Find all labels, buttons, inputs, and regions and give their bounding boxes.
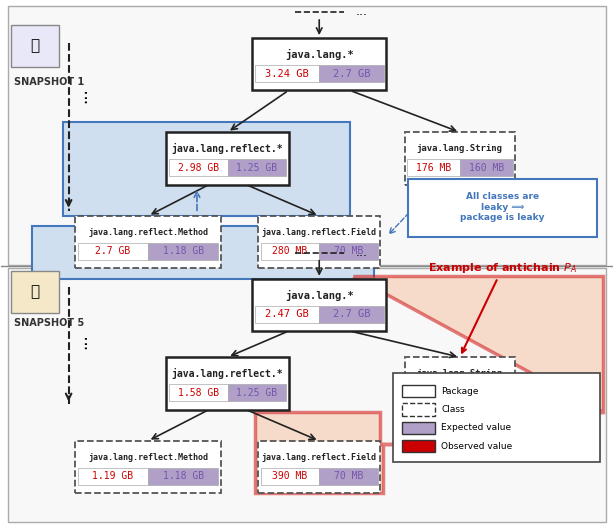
FancyBboxPatch shape bbox=[402, 385, 435, 398]
Text: 1.25 GB: 1.25 GB bbox=[236, 388, 278, 398]
FancyBboxPatch shape bbox=[166, 357, 289, 410]
FancyBboxPatch shape bbox=[402, 421, 435, 434]
FancyBboxPatch shape bbox=[402, 403, 435, 416]
FancyBboxPatch shape bbox=[405, 357, 515, 410]
Text: ...: ... bbox=[356, 5, 368, 18]
FancyBboxPatch shape bbox=[7, 6, 607, 265]
FancyBboxPatch shape bbox=[228, 159, 286, 176]
FancyBboxPatch shape bbox=[75, 216, 222, 268]
FancyBboxPatch shape bbox=[407, 385, 460, 401]
Text: 70 MB: 70 MB bbox=[334, 471, 363, 481]
Text: ...: ... bbox=[356, 246, 368, 259]
FancyBboxPatch shape bbox=[255, 306, 319, 322]
Text: 2.98 GB: 2.98 GB bbox=[177, 163, 219, 173]
FancyBboxPatch shape bbox=[10, 271, 60, 312]
FancyBboxPatch shape bbox=[319, 65, 384, 82]
FancyBboxPatch shape bbox=[258, 441, 380, 493]
FancyBboxPatch shape bbox=[319, 243, 378, 260]
FancyBboxPatch shape bbox=[252, 38, 386, 90]
FancyBboxPatch shape bbox=[148, 243, 219, 260]
Text: 1.58 GB: 1.58 GB bbox=[177, 388, 219, 398]
Text: java.lang.*: java.lang.* bbox=[285, 49, 354, 60]
FancyBboxPatch shape bbox=[460, 159, 513, 176]
Text: java.lang.String: java.lang.String bbox=[417, 145, 503, 154]
Text: java.lang.*: java.lang.* bbox=[285, 290, 354, 301]
Text: java.lang.reflect.Field: java.lang.reflect.Field bbox=[262, 453, 377, 462]
FancyBboxPatch shape bbox=[228, 385, 286, 401]
Text: java.lang.reflect.*: java.lang.reflect.* bbox=[172, 144, 283, 155]
FancyBboxPatch shape bbox=[402, 440, 435, 452]
Text: 1.19 GB: 1.19 GB bbox=[92, 471, 133, 481]
FancyBboxPatch shape bbox=[77, 243, 148, 260]
FancyBboxPatch shape bbox=[405, 132, 515, 185]
Text: 2.7 GB: 2.7 GB bbox=[333, 68, 370, 78]
Text: Package: Package bbox=[441, 387, 479, 396]
Text: java.lang.reflect.*: java.lang.reflect.* bbox=[172, 368, 283, 379]
Text: 160 MB: 160 MB bbox=[468, 388, 504, 398]
FancyBboxPatch shape bbox=[169, 385, 228, 401]
Text: 1.18 GB: 1.18 GB bbox=[163, 471, 204, 481]
Text: 📷: 📷 bbox=[31, 38, 39, 53]
Text: java.lang.reflect.Method: java.lang.reflect.Method bbox=[88, 228, 208, 237]
Text: Class: Class bbox=[441, 405, 465, 414]
Text: 176 MB: 176 MB bbox=[416, 163, 451, 173]
Text: 📷: 📷 bbox=[31, 284, 39, 299]
FancyBboxPatch shape bbox=[255, 65, 319, 82]
Text: ...: ... bbox=[72, 333, 90, 349]
FancyBboxPatch shape bbox=[10, 25, 60, 67]
FancyBboxPatch shape bbox=[319, 306, 384, 322]
FancyBboxPatch shape bbox=[392, 373, 600, 462]
Text: 70 MB: 70 MB bbox=[334, 247, 363, 257]
Text: 2.47 GB: 2.47 GB bbox=[265, 309, 309, 319]
FancyBboxPatch shape bbox=[407, 159, 460, 176]
FancyBboxPatch shape bbox=[319, 468, 378, 485]
FancyBboxPatch shape bbox=[77, 468, 148, 485]
FancyBboxPatch shape bbox=[460, 385, 513, 401]
Text: java.lang.reflect.Field: java.lang.reflect.Field bbox=[262, 228, 377, 237]
Polygon shape bbox=[255, 276, 604, 493]
FancyBboxPatch shape bbox=[408, 179, 597, 237]
FancyBboxPatch shape bbox=[252, 279, 386, 331]
Text: 513 MB: 513 MB bbox=[416, 388, 451, 398]
FancyBboxPatch shape bbox=[260, 468, 319, 485]
Text: java.lang.reflect.Method: java.lang.reflect.Method bbox=[88, 453, 208, 462]
Text: 390 MB: 390 MB bbox=[272, 471, 308, 481]
Text: 280 MB: 280 MB bbox=[272, 247, 308, 257]
FancyBboxPatch shape bbox=[7, 268, 607, 522]
Text: Observed value: Observed value bbox=[441, 442, 513, 451]
Text: 3.24 GB: 3.24 GB bbox=[265, 68, 309, 78]
FancyBboxPatch shape bbox=[148, 468, 219, 485]
FancyBboxPatch shape bbox=[166, 132, 289, 185]
Text: All classes are
leaky ⟹
package is leaky: All classes are leaky ⟹ package is leaky bbox=[460, 192, 545, 222]
Text: ...: ... bbox=[72, 88, 90, 104]
Text: 1.18 GB: 1.18 GB bbox=[163, 247, 204, 257]
Text: 1.25 GB: 1.25 GB bbox=[236, 163, 278, 173]
FancyBboxPatch shape bbox=[260, 243, 319, 260]
Text: java.lang.String: java.lang.String bbox=[417, 369, 503, 378]
Text: SNAPSHOT 5: SNAPSHOT 5 bbox=[14, 318, 84, 328]
Text: 160 MB: 160 MB bbox=[468, 163, 504, 173]
Text: Expected value: Expected value bbox=[441, 423, 511, 432]
Text: Example of antichain $P_A$: Example of antichain $P_A$ bbox=[428, 261, 577, 352]
Text: 2.7 GB: 2.7 GB bbox=[95, 247, 131, 257]
Text: SNAPSHOT 1: SNAPSHOT 1 bbox=[14, 77, 84, 87]
FancyBboxPatch shape bbox=[63, 122, 350, 216]
FancyBboxPatch shape bbox=[75, 441, 222, 493]
FancyBboxPatch shape bbox=[32, 226, 375, 279]
Text: 2.7 GB: 2.7 GB bbox=[333, 309, 370, 319]
FancyBboxPatch shape bbox=[169, 159, 228, 176]
FancyBboxPatch shape bbox=[258, 216, 380, 268]
